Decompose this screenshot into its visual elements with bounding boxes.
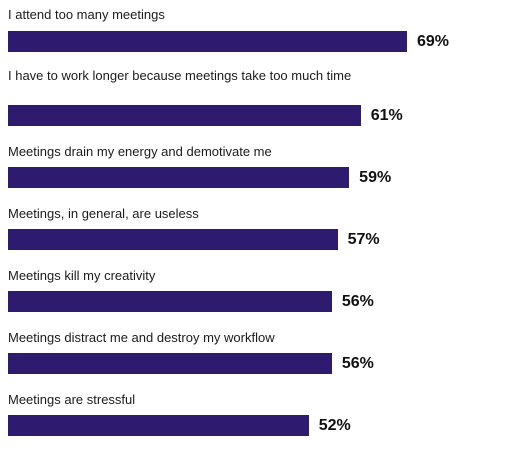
category-label: Meetings kill my creativity [8, 268, 156, 283]
value-label: 61% [370, 107, 403, 124]
category-label: Meetings drain my energy and demotivate … [8, 144, 272, 159]
category-label: Meetings distract me and destroy my work… [8, 330, 275, 345]
value-label: 59% [359, 169, 392, 186]
category-label: I attend too many meetings [8, 7, 165, 22]
value-label: 69% [417, 33, 450, 50]
bar [8, 291, 332, 312]
bar [8, 31, 407, 52]
value-label: 57% [347, 231, 380, 248]
value-label: 56% [341, 355, 374, 372]
category-label: I have to work longer because meetings t… [8, 68, 352, 83]
value-label: 52% [318, 417, 351, 434]
bar [8, 229, 338, 250]
category-label: Meetings are stressful [8, 392, 136, 407]
bar [8, 353, 332, 374]
value-label: 56% [341, 293, 374, 310]
bar [8, 415, 309, 436]
bar [8, 105, 361, 126]
bar [8, 167, 350, 188]
category-label: Meetings, in general, are useless [8, 206, 199, 221]
